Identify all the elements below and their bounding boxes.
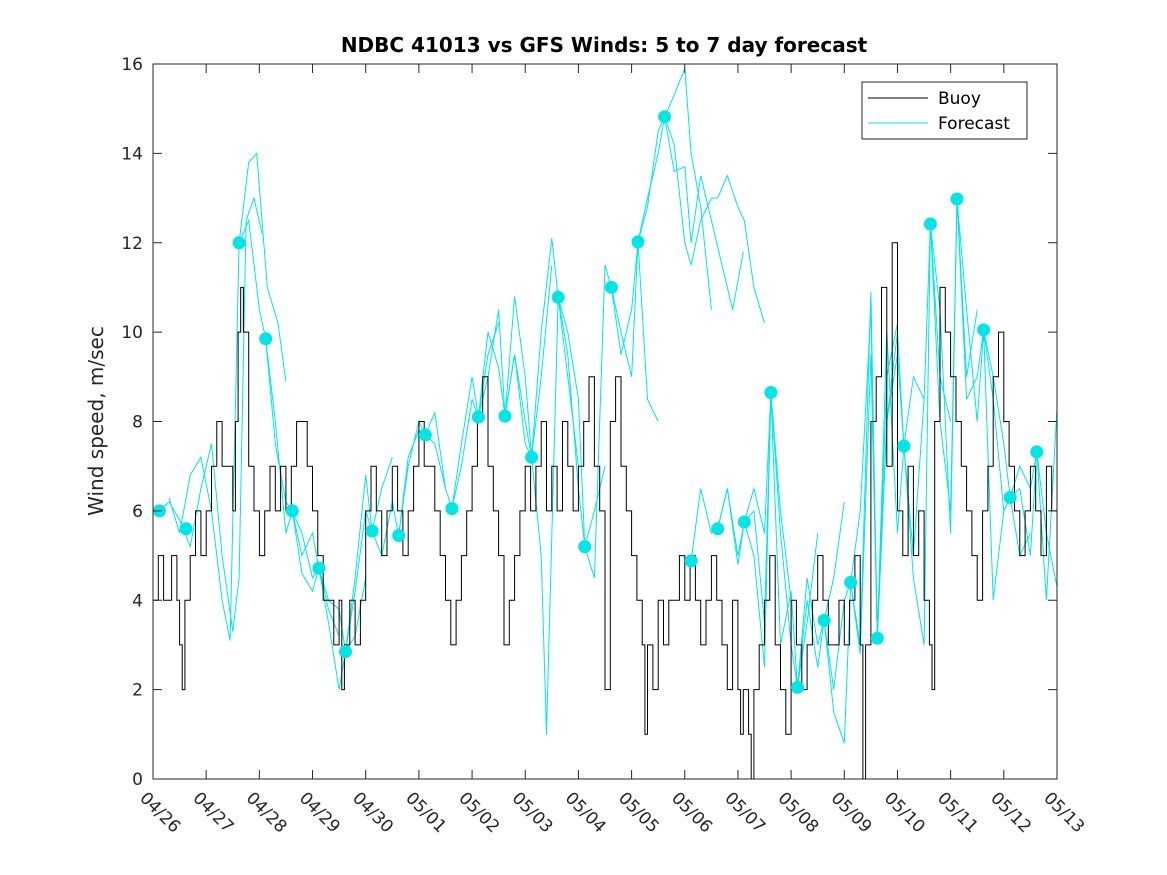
- y-tick-label-4: 4: [132, 591, 143, 611]
- y-tick-label-6: 6: [132, 502, 143, 522]
- forecast-point-1: [179, 522, 193, 536]
- buoy-line: [153, 242, 1057, 780]
- y-tick-label-16: 16: [121, 55, 143, 75]
- forecast-point-11: [471, 410, 485, 424]
- forecast-point-23: [791, 680, 804, 694]
- forecast-point-14: [551, 290, 565, 304]
- chart-title: NDBC 41013 vs GFS Winds: 5 to 7 day fore…: [341, 33, 868, 57]
- forecast-point-4: [285, 504, 299, 518]
- forecast-line-1: [168, 152, 287, 641]
- forecast-point-2: [232, 236, 246, 250]
- forecast-line-18: [823, 291, 925, 744]
- forecast-point-17: [631, 235, 645, 249]
- forecast-point-6: [339, 645, 352, 659]
- forecast-point-5: [312, 561, 326, 575]
- forecast-point-31: [1003, 491, 1017, 504]
- y-tick-label-2: 2: [132, 681, 143, 701]
- forecast-point-9: [418, 428, 432, 442]
- forecast-point-8: [392, 529, 406, 542]
- y-tick-label-14: 14: [121, 144, 143, 164]
- forecast-line-21: [929, 198, 1031, 601]
- forecast-point-27: [897, 439, 911, 453]
- legend: Buoy Forecast: [861, 81, 1028, 140]
- y-axis-label: Wind speed, m/sec: [84, 326, 108, 516]
- forecast-point-22: [764, 386, 778, 399]
- forecast-point-16: [604, 280, 618, 294]
- forecast-point-20: [711, 522, 725, 536]
- forecast-line-8: [477, 238, 579, 467]
- forecast-point-24: [817, 613, 831, 627]
- forecast-line-16: [743, 392, 845, 688]
- forecast-point-3: [259, 332, 273, 346]
- y-tick-label-8: 8: [132, 413, 143, 433]
- y-tick-label-12: 12: [121, 234, 143, 254]
- forecast-line-23: [983, 329, 1058, 587]
- forecast-point-21: [737, 515, 751, 529]
- forecast-point-26: [870, 631, 884, 645]
- forecast-line-22: [956, 198, 1058, 601]
- legend-box: [861, 81, 1028, 140]
- forecast-point-12: [498, 409, 512, 423]
- forecast-point-32: [1030, 445, 1044, 459]
- forecast-point-10: [445, 502, 459, 516]
- legend-buoy-label: Buoy: [938, 89, 981, 109]
- forecast-point-18: [658, 110, 672, 124]
- legend-forecast-label: Forecast: [938, 114, 1010, 134]
- y-tick-label-10: 10: [121, 323, 143, 343]
- forecast-point-7: [365, 524, 379, 538]
- forecast-point-29: [950, 192, 964, 206]
- plot-area: [152, 68, 1058, 780]
- forecast-point-13: [525, 450, 539, 464]
- forecast-line-11: [610, 68, 712, 355]
- forecast-point-25: [844, 575, 858, 589]
- forecast-line-7: [451, 265, 553, 509]
- forecast-line-12: [637, 116, 744, 310]
- forecast-point-28: [923, 217, 937, 231]
- forecast-line-10: [557, 241, 659, 579]
- forecast-line-0: [159, 196, 263, 632]
- y-tick-label-0: 0: [132, 770, 143, 790]
- forecast-point-19: [684, 554, 698, 568]
- forecast-line-13: [664, 116, 765, 324]
- forecast-point-15: [578, 540, 592, 554]
- forecast-point-30: [977, 323, 991, 337]
